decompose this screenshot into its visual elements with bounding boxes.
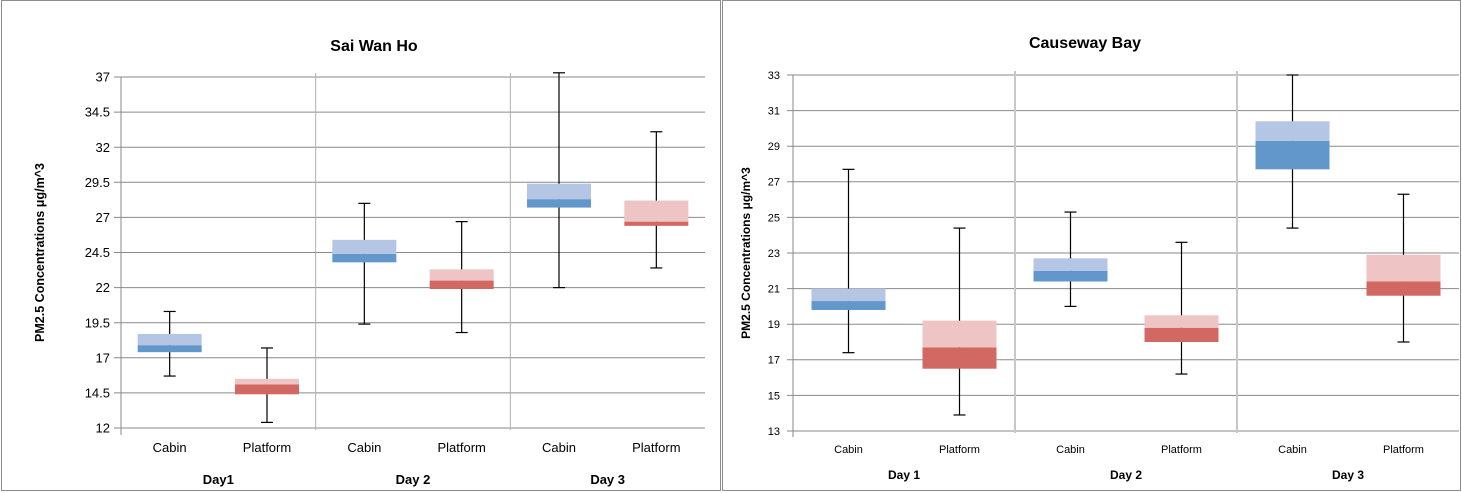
x-group-label: Day 2 xyxy=(1110,468,1142,482)
y-tick-label: 15 xyxy=(768,390,780,402)
x-category-label: Cabin xyxy=(1056,444,1085,456)
gridlines xyxy=(114,76,705,429)
x-group-label: Day 3 xyxy=(1332,468,1364,482)
box-lower xyxy=(137,345,202,353)
box-lower xyxy=(429,280,494,290)
x-group-label: Day1 xyxy=(203,472,234,487)
y-tick-label: 22 xyxy=(96,280,110,295)
y-tick-label: 21 xyxy=(768,283,780,295)
box-upper xyxy=(1255,121,1330,141)
box-cabin-day3 xyxy=(1255,74,1330,229)
box-upper xyxy=(1144,315,1219,328)
box-platform-day2 xyxy=(429,221,494,334)
box-upper xyxy=(527,183,591,200)
box-cabin-day1 xyxy=(811,168,886,354)
y-tick-label: 17 xyxy=(96,350,110,365)
y-tick-label: 32 xyxy=(96,140,110,155)
x-category-label: Cabin xyxy=(347,440,381,455)
box-upper xyxy=(922,320,997,348)
chart-title: Sai Wan Ho xyxy=(330,38,418,55)
x-category-label: Platform xyxy=(632,440,680,455)
box-lower xyxy=(332,253,397,263)
box-upper xyxy=(332,239,397,254)
chart-panel-causeway-bay: Causeway Bay PM2.5 Concentrations μg/m^3 1… xyxy=(722,0,1461,491)
box-upper xyxy=(811,288,886,302)
chart-causeway-bay: Causeway Bay PM2.5 Concentrations μg/m^3 1… xyxy=(739,35,1459,482)
y-tick-label: 34.5 xyxy=(85,105,110,120)
x-category-label: Platform xyxy=(1383,444,1424,456)
x-category-label: Cabin xyxy=(834,444,863,456)
x-group-label: Day 2 xyxy=(396,472,431,487)
y-tick-label: 12 xyxy=(96,421,110,436)
x-category-label: Platform xyxy=(1161,444,1202,456)
box-cabin-day3 xyxy=(527,72,591,289)
chart-title: Causeway Bay xyxy=(1029,35,1141,52)
y-tick-label: 14.5 xyxy=(85,385,110,400)
box-platform-day1 xyxy=(235,347,299,423)
x-category-label: Platform xyxy=(437,440,485,455)
box-upper xyxy=(624,200,689,222)
x-category-label: Platform xyxy=(939,444,980,456)
box-lower xyxy=(1033,270,1108,282)
y-tick-label: 13 xyxy=(768,426,780,438)
y-tick-label: 23 xyxy=(768,248,780,260)
box-cabin-day2 xyxy=(1033,211,1108,307)
box-platform-day3 xyxy=(624,131,689,269)
y-tick-label: 27 xyxy=(96,210,110,225)
box-lower xyxy=(811,301,886,310)
box-lower xyxy=(235,384,299,395)
box-lower xyxy=(1366,281,1441,296)
x-group-label: Day 1 xyxy=(888,468,920,482)
y-tick-label: 24.5 xyxy=(85,245,110,260)
y-tick-label: 27 xyxy=(768,177,780,189)
box-upper xyxy=(1033,258,1108,271)
box-cabin-day1 xyxy=(137,310,202,377)
box-platform-day1 xyxy=(922,227,997,416)
x-group-label: Day 3 xyxy=(590,472,625,487)
y-tick-label: 29.5 xyxy=(85,175,110,190)
box-lower xyxy=(1255,140,1330,170)
box-platform-day2 xyxy=(1144,241,1219,375)
box-upper xyxy=(429,269,494,281)
y-tick-label: 19 xyxy=(768,319,780,331)
box-lower xyxy=(922,347,997,369)
box-platform-day3 xyxy=(1366,193,1441,343)
y-tick-label: 31 xyxy=(768,105,780,117)
x-category-label: Cabin xyxy=(1278,444,1307,456)
y-axis-label: PM2.5 Concentrations μg/m^3 xyxy=(739,167,753,339)
gridlines xyxy=(787,74,1459,432)
y-tick-label: 19.5 xyxy=(85,315,110,330)
chart-panel-sai-wan-ho: Sai Wan Ho PM2.5 Concentrations μg/m^3 12 1… xyxy=(1,0,721,491)
y-tick-label: 25 xyxy=(768,212,780,224)
box-lower xyxy=(527,199,591,208)
chart-sai-wan-ho: Sai Wan Ho PM2.5 Concentrations μg/m^3 12 1… xyxy=(33,38,705,487)
box-upper xyxy=(137,333,202,346)
y-tick-label: 33 xyxy=(768,70,780,82)
x-category-label: Cabin xyxy=(542,440,576,455)
y-tick-label: 29 xyxy=(768,141,780,153)
x-category-label: Cabin xyxy=(153,440,187,455)
box-lower xyxy=(1144,327,1219,342)
box-upper xyxy=(1366,254,1441,282)
box-lower xyxy=(624,221,689,226)
x-category-label: Platform xyxy=(243,440,291,455)
box-upper xyxy=(235,378,299,385)
y-axis-label: PM2.5 Concentrations μg/m^3 xyxy=(33,163,47,342)
box-cabin-day2 xyxy=(332,202,397,325)
y-tick-label: 17 xyxy=(768,355,780,367)
y-tick-label: 37 xyxy=(96,70,110,85)
